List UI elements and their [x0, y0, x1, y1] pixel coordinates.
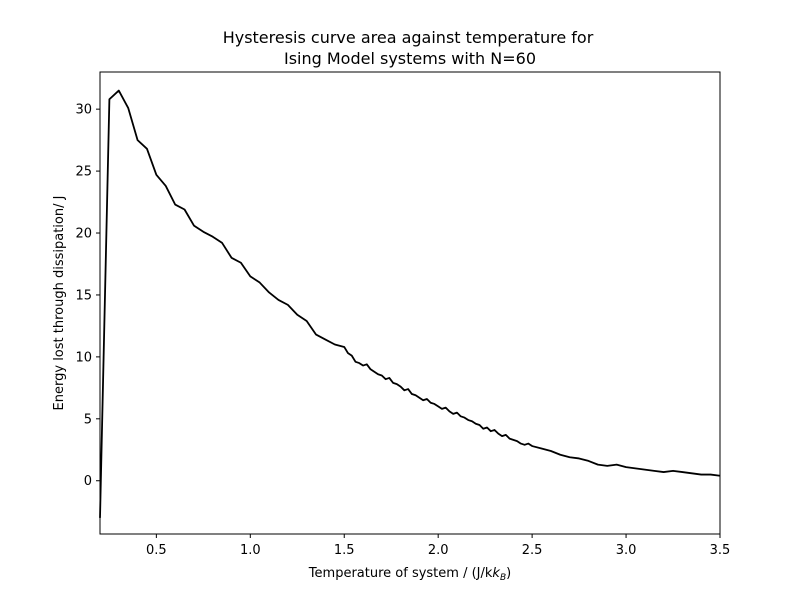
x-tick-label: 3.0	[616, 543, 637, 558]
y-axis: 0 5 10 15 20 25 30	[75, 103, 100, 489]
x-axis-label-text: Temperature of system / (J/k	[308, 566, 493, 581]
plot-area	[99, 71, 721, 535]
x-tick-label: 0.5	[146, 543, 167, 558]
x-tick-label: 2.5	[522, 543, 543, 558]
y-tick-label: 15	[75, 288, 92, 303]
x-axis-label-suffix: )	[506, 566, 511, 581]
y-tick-label: 5	[84, 412, 92, 427]
y-tick-label: 10	[75, 350, 92, 365]
y-tick-label: 20	[75, 227, 92, 242]
y-tick-label: 0	[84, 474, 92, 489]
x-tick-label: 2.0	[428, 543, 449, 558]
y-tick-label: 30	[75, 103, 92, 118]
plot-frame	[99, 71, 721, 535]
chart-title-line-2: Ising Model systems with N=60	[284, 49, 536, 68]
x-tick-label: 1.0	[240, 543, 261, 558]
x-tick-label: 3.5	[710, 543, 731, 558]
chart-title-line-1: Hysteresis curve area against temperatur…	[223, 28, 594, 47]
y-axis-label: Energy lost through dissipation/ J	[52, 196, 67, 411]
x-axis: 0.5 1.0 1.5 2.0 2.5 3.0 3.5	[146, 534, 730, 558]
y-tick-label: 25	[75, 165, 92, 180]
x-axis-label-subscript: B	[500, 573, 506, 583]
series-line	[99, 89, 721, 518]
x-axis-label-k: k	[492, 566, 500, 581]
x-tick-label: 1.5	[334, 543, 355, 558]
x-axis-label: Temperature of system / (J/kkB)	[308, 566, 511, 583]
